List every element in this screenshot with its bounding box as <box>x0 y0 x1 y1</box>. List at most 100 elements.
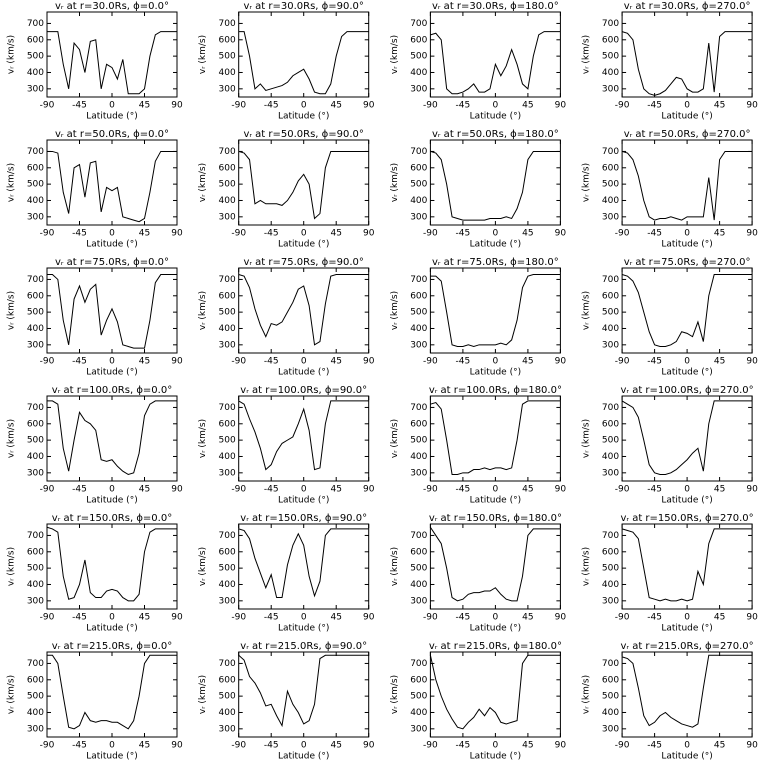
y-tick-label: 700 <box>27 403 44 413</box>
y-axis-label: vᵣ (km/s) <box>582 35 592 74</box>
plot-frame <box>429 267 561 354</box>
x-tick-label: -90 <box>40 357 55 367</box>
y-tick-label: 700 <box>602 147 619 157</box>
subplot-title: vᵣ at r=215.0Rs, ϕ=180.0° <box>429 641 562 652</box>
x-tick-label: 0 <box>493 741 499 751</box>
y-tick-label: 700 <box>27 659 44 669</box>
x-axis-label: Latitude (°) <box>661 368 712 378</box>
x-tick-label: 0 <box>301 101 307 111</box>
y-tick-label: 300 <box>27 84 44 94</box>
y-tick-label: 400 <box>410 68 427 78</box>
y-tick-label: 400 <box>219 580 236 590</box>
y-tick-label: 300 <box>27 468 44 478</box>
data-line <box>238 654 369 728</box>
x-tick-label: 90 <box>363 357 375 367</box>
x-tick-label: -90 <box>231 485 246 495</box>
x-tick-label: -45 <box>647 229 662 239</box>
x-tick-label: 45 <box>714 357 725 367</box>
x-tick-label: 45 <box>522 613 533 623</box>
x-tick-label: 0 <box>493 613 499 623</box>
y-tick-label: 700 <box>602 19 619 29</box>
y-tick-label: 500 <box>27 308 44 318</box>
y-tick-label: 500 <box>602 308 619 318</box>
y-tick-label: 300 <box>410 212 427 222</box>
plot-frame <box>238 11 370 98</box>
subplot: vᵣ at r=100.0Rs, ϕ=90.0° Latitude (°) vᵣ (… <box>198 385 374 506</box>
x-tick-label: 90 <box>746 741 758 751</box>
y-axis-label: vᵣ (km/s) <box>7 419 17 458</box>
y-tick-label: 700 <box>219 147 236 157</box>
y-tick-label: 400 <box>602 452 619 462</box>
x-tick-label: 90 <box>363 741 375 751</box>
x-tick-label: -90 <box>40 741 55 751</box>
y-axis-label: vᵣ (km/s) <box>390 291 400 330</box>
subplot-title: vᵣ at r=215.0Rs, ϕ=270.0° <box>621 641 754 652</box>
y-tick-label: 300 <box>219 468 236 478</box>
data-line <box>238 274 369 346</box>
x-tick-label: 0 <box>684 741 690 751</box>
x-tick-label: -90 <box>615 741 630 751</box>
x-tick-label: -45 <box>264 101 279 111</box>
y-tick-label: 600 <box>410 547 427 557</box>
data-line <box>621 528 753 602</box>
y-tick-label: 500 <box>219 52 236 62</box>
y-axis-label: vᵣ (km/s) <box>390 35 400 74</box>
y-tick-label: 400 <box>27 580 44 590</box>
subplot-title: vᵣ at r=100.0Rs, ϕ=0.0° <box>52 385 172 396</box>
x-tick-label: -45 <box>72 485 87 495</box>
x-tick-label: 0 <box>684 613 690 623</box>
x-tick-label: 0 <box>684 101 690 111</box>
x-tick-label: -90 <box>615 101 630 111</box>
x-tick-label: -45 <box>647 741 662 751</box>
x-tick-label: 0 <box>109 357 115 367</box>
y-tick-label: 700 <box>27 19 44 29</box>
x-tick-label: -45 <box>647 485 662 495</box>
x-tick-label: -45 <box>647 357 662 367</box>
y-tick-label: 600 <box>410 419 427 429</box>
y-tick-label: 300 <box>219 596 236 606</box>
x-tick-label: -90 <box>231 101 246 111</box>
x-tick-label: 0 <box>109 229 115 239</box>
x-tick-label: 90 <box>171 485 183 495</box>
y-tick-label: 600 <box>410 163 427 173</box>
y-axis-label: vᵣ (km/s) <box>198 35 208 74</box>
x-axis-label: Latitude (°) <box>470 112 521 122</box>
y-tick-label: 300 <box>27 340 44 350</box>
y-tick-label: 500 <box>602 692 619 702</box>
subplot-title: vᵣ at r=100.0Rs, ϕ=270.0° <box>621 385 754 396</box>
y-tick-label: 700 <box>27 147 44 157</box>
y-tick-label: 600 <box>602 163 619 173</box>
x-tick-label: -90 <box>40 613 55 623</box>
y-tick-label: 300 <box>602 84 619 94</box>
plot-frame <box>621 11 753 98</box>
x-axis-label: Latitude (°) <box>278 112 329 122</box>
y-tick-label: 400 <box>27 452 44 462</box>
plot-frame <box>621 395 753 482</box>
subplot: vᵣ at r=100.0Rs, ϕ=180.0° Latitude (°) vᵣ … <box>390 385 566 506</box>
y-axis-label: vᵣ (km/s) <box>198 547 208 586</box>
subplot: vᵣ at r=50.0Rs, ϕ=180.0° Latitude (°) vᵣ (… <box>390 129 566 250</box>
y-tick-label: 700 <box>602 275 619 285</box>
x-tick-label: 45 <box>139 485 150 495</box>
subplot: vᵣ at r=150.0Rs, ϕ=180.0° Latitude (°) vᵣ … <box>390 513 566 634</box>
y-axis-label: vᵣ (km/s) <box>582 291 592 330</box>
subplot: vᵣ at r=30.0Rs, ϕ=90.0° Latitude (°) vᵣ (k… <box>198 1 374 122</box>
y-tick-label: 500 <box>410 180 427 190</box>
y-tick-label: 500 <box>219 180 236 190</box>
x-axis-label: Latitude (°) <box>278 240 329 250</box>
x-axis-label: Latitude (°) <box>661 496 712 506</box>
data-line <box>238 31 369 95</box>
x-tick-label: -45 <box>72 613 87 623</box>
y-tick-label: 700 <box>219 531 236 541</box>
x-tick-label: 45 <box>714 485 725 495</box>
y-tick-label: 700 <box>27 275 44 285</box>
y-tick-label: 300 <box>410 596 427 606</box>
x-tick-label: 0 <box>301 357 307 367</box>
x-axis-label: Latitude (°) <box>86 368 137 378</box>
plot-frame <box>238 267 370 354</box>
x-tick-label: 45 <box>330 357 341 367</box>
y-tick-label: 300 <box>410 468 427 478</box>
y-tick-label: 700 <box>27 531 44 541</box>
x-tick-label: -90 <box>615 485 630 495</box>
x-tick-label: 90 <box>555 741 567 751</box>
